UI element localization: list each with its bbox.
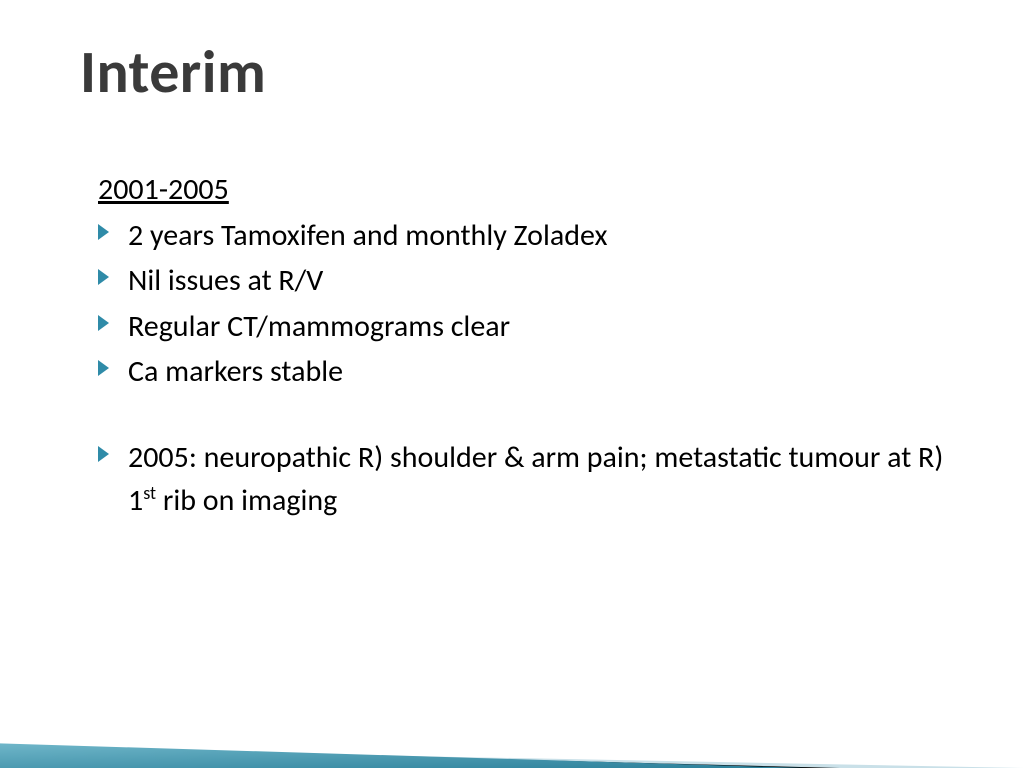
bullet-text: 2 years Tamoxifen and monthly Zoladex (128, 217, 608, 254)
bullet-arrow-icon (98, 269, 109, 285)
list-item: Ca markers stable (98, 350, 944, 394)
bullet-text: Ca markers stable (128, 353, 343, 390)
spacer (98, 396, 944, 436)
slide: Interim 2001-2005 2 years Tamoxifen and … (0, 0, 1024, 768)
slide-body: 2001-2005 2 years Tamoxifen and monthly … (98, 168, 944, 525)
bullet-arrow-icon (98, 224, 109, 240)
bullet-arrow-icon (98, 315, 109, 331)
corner-decor (0, 608, 1024, 768)
date-range-subtitle: 2001-2005 (98, 168, 944, 212)
bullet-list-1: 2 years Tamoxifen and monthly Zoladex Ni… (98, 214, 944, 394)
bullet-arrow-icon (98, 446, 109, 462)
decor-triangle-teal (0, 743, 806, 768)
list-item: 2005: neuropathic R) shoulder & arm pain… (98, 436, 944, 523)
bullet-text: Nil issues at R/V (128, 262, 323, 299)
list-item: Regular CT/mammograms clear (98, 305, 944, 349)
bullet-text: 2005: neuropathic R) shoulder & arm pain… (128, 439, 943, 520)
decor-triangle-dark (0, 746, 840, 768)
bullet-list-2: 2005: neuropathic R) shoulder & arm pain… (98, 436, 944, 523)
list-item: Nil issues at R/V (98, 259, 944, 303)
bullet-text: Regular CT/mammograms clear (128, 308, 510, 345)
decor-triangle-light (0, 748, 1024, 768)
bullet-arrow-icon (98, 360, 109, 376)
slide-title: Interim (80, 36, 266, 109)
list-item: 2 years Tamoxifen and monthly Zoladex (98, 214, 944, 258)
